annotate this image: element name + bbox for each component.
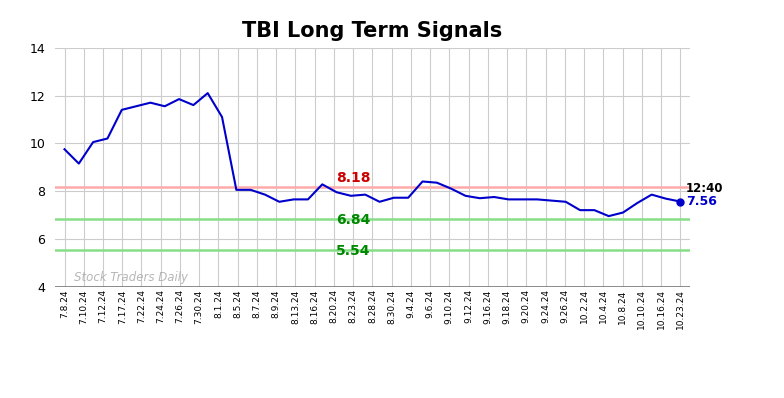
Text: Stock Traders Daily: Stock Traders Daily bbox=[74, 271, 188, 284]
Text: 6.84: 6.84 bbox=[336, 213, 370, 227]
Text: 7.56: 7.56 bbox=[686, 195, 717, 208]
Text: 8.18: 8.18 bbox=[336, 171, 370, 185]
Text: 5.54: 5.54 bbox=[336, 244, 370, 258]
Title: TBI Long Term Signals: TBI Long Term Signals bbox=[242, 21, 503, 41]
Text: 12:40: 12:40 bbox=[686, 182, 724, 195]
Point bbox=[674, 198, 687, 205]
